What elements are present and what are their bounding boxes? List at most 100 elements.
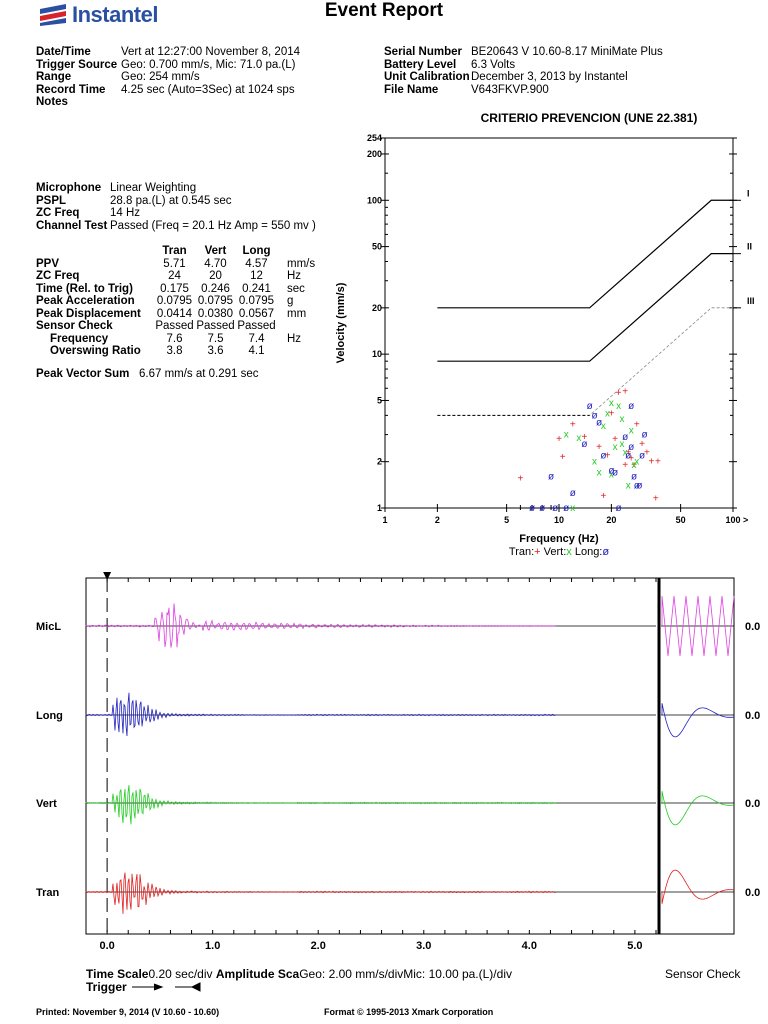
limit-label: II	[747, 242, 752, 252]
data-point-tran: +	[582, 432, 588, 443]
data-point-vert: x	[605, 409, 610, 420]
legend-part: Long:	[572, 546, 603, 558]
time-tick-label: 5.0	[627, 940, 642, 952]
info-row: Trigger Source Geo: 0.700 mm/s, Mic: 71.0…	[36, 58, 296, 71]
col-vert: Vert	[204, 245, 227, 257]
info-row: Range Geo: 254 mm/s	[36, 71, 200, 83]
data-point-tran: +	[639, 439, 645, 450]
y-tick-label: 10	[372, 349, 382, 359]
trigger-legend-icon	[132, 982, 201, 992]
trigger-marker-icon	[103, 572, 112, 580]
info-left: Date/Time Vert at 12:27:00 November 8, 20…	[36, 46, 300, 109]
data-point-tran: +	[560, 452, 566, 463]
channel-label-tran: Tran	[36, 887, 60, 899]
data-point-tran: +	[616, 388, 622, 399]
data-point-tran: +	[625, 447, 631, 458]
data-point-tran: +	[653, 494, 659, 505]
legend-part: Tran:	[509, 546, 534, 558]
info-row: Battery Level 6.3 Volts	[384, 58, 516, 71]
peak-table: Tran Vert Long PPV 5.71 4.70 4.57 mm/s ZC Fre…	[36, 245, 315, 358]
data-point-long: ø	[529, 503, 535, 514]
data-point-tran: +	[605, 450, 611, 461]
data-point-long: ø	[636, 481, 642, 492]
data-point-long: ø	[581, 439, 587, 450]
time-scale-label: Time Scale	[86, 967, 149, 981]
info-row: Date/Time Vert at 12:27:00 November 8, 20…	[36, 46, 301, 58]
channel-label-long: Long	[36, 710, 63, 722]
legend-part: x	[566, 546, 572, 558]
peak-row: PPV 5.71 4.70 4.57 mm/s	[36, 257, 316, 270]
data-point-vert: x	[597, 468, 602, 479]
waveform-micl	[85, 603, 556, 648]
chart-title: CRITERIO PREVENCION (UNE 22.381)	[481, 111, 698, 125]
data-point-tran: +	[622, 387, 628, 398]
waveform-chart: 0.0 1.0 2.0 3.0 4.0 5.0 MicL 0.0 Long 0.0 Vert 0.0 T…	[36, 572, 760, 994]
mic-scale-value: Mic: 10.00 pa.(L)/div	[403, 967, 512, 981]
data-point-tran: +	[556, 434, 562, 445]
time-tick-label: 3.0	[416, 940, 431, 952]
x-tick-label: 10	[554, 515, 564, 525]
data-point-vert: x	[623, 447, 628, 458]
waveform-long	[85, 692, 556, 737]
data-point-vert: x	[592, 457, 597, 468]
channel-value-vert: 0.0	[745, 798, 760, 810]
col-long: Long	[242, 245, 271, 257]
data-point-long: ø	[625, 450, 631, 461]
time-tick-label: 2.0	[311, 940, 326, 952]
amp-scale-label: Amplitude Sca	[216, 967, 300, 981]
data-point-long: ø	[616, 503, 622, 514]
x-axis-label: Frequency (Hz)	[519, 533, 599, 545]
trigger-label: Trigger	[86, 980, 127, 994]
data-point-long: ø	[570, 488, 576, 499]
data-point-long: ø	[587, 401, 593, 412]
limit-line-I	[437, 199, 733, 309]
peak-row: Overswing Ratio 3.8 3.6 4.1	[50, 345, 265, 357]
data-point-vert: x	[564, 430, 569, 441]
data-point-tran: +	[612, 434, 618, 445]
data-point-tran: +	[517, 474, 523, 485]
data-point-long: ø	[563, 503, 569, 514]
x-axis-arrow: >	[743, 515, 748, 525]
legend-part: Vert:	[541, 546, 567, 558]
data-point-long: ø	[596, 417, 602, 428]
x-tick-label: 5	[504, 515, 509, 525]
data-point-long: ø	[539, 503, 545, 514]
data-point-tran: +	[608, 409, 614, 420]
data-point-long: ø	[591, 410, 597, 421]
legend: Tran:+ Vert:x Long:ø	[509, 546, 609, 558]
peak-row: Time (Rel. to Trig) 0.175 0.246 0.241 sec	[36, 282, 305, 295]
limit-line-II	[437, 253, 733, 362]
mic-row: ZC Freq 14 Hz	[36, 207, 141, 219]
y-tick-label: 200	[367, 149, 382, 159]
data-point-long: ø	[631, 472, 637, 483]
instantel-logo-icon	[40, 4, 66, 26]
legend-part: +	[534, 546, 540, 558]
frequency-chart: CRITERIO PREVENCION (UNE 22.381) 1 2 5 10 20 5…	[335, 111, 755, 558]
data-point-tran: +	[634, 419, 640, 430]
data-point-tran: +	[570, 419, 576, 430]
data-point-tran: +	[655, 457, 661, 468]
data-point-long: ø	[628, 442, 634, 453]
logo-text: Instantel	[72, 2, 158, 27]
peak-row: Peak Acceleration 0.0795 0.0795 0.0795 g	[36, 295, 294, 307]
report-title: Event Report	[324, 0, 444, 21]
time-scale-row: Time Scale0.20 sec/div Amplitude ScaGeo:…	[86, 967, 512, 981]
info-right: Serial Number BE20643 V 10.60-8.17 MiniMa…	[384, 46, 663, 96]
wave-frame	[85, 577, 735, 935]
peak-row: Sensor Check Passed Passed Passed	[36, 320, 276, 332]
data-point-vert: x	[609, 398, 614, 409]
info-row: Record Time 4.25 sec (Auto=3Sec) at 1024 …	[36, 83, 295, 96]
legend-part: ø	[602, 546, 609, 558]
limit-label: I	[747, 188, 750, 198]
y-tick-label: 20	[372, 303, 382, 313]
data-point-long: ø	[612, 468, 618, 479]
info-row: Notes	[36, 96, 68, 108]
data-point-long: ø	[608, 466, 614, 477]
data-point-long: ø	[641, 430, 647, 441]
y-tick-label: 1	[377, 503, 382, 513]
info-row: File Name V643FKVP.900	[384, 83, 549, 96]
sensor-response-micl	[661, 595, 735, 657]
x-tick-label: 50	[676, 515, 686, 525]
data-point-long: ø	[639, 450, 645, 461]
y-tick-label: 5	[377, 395, 382, 405]
